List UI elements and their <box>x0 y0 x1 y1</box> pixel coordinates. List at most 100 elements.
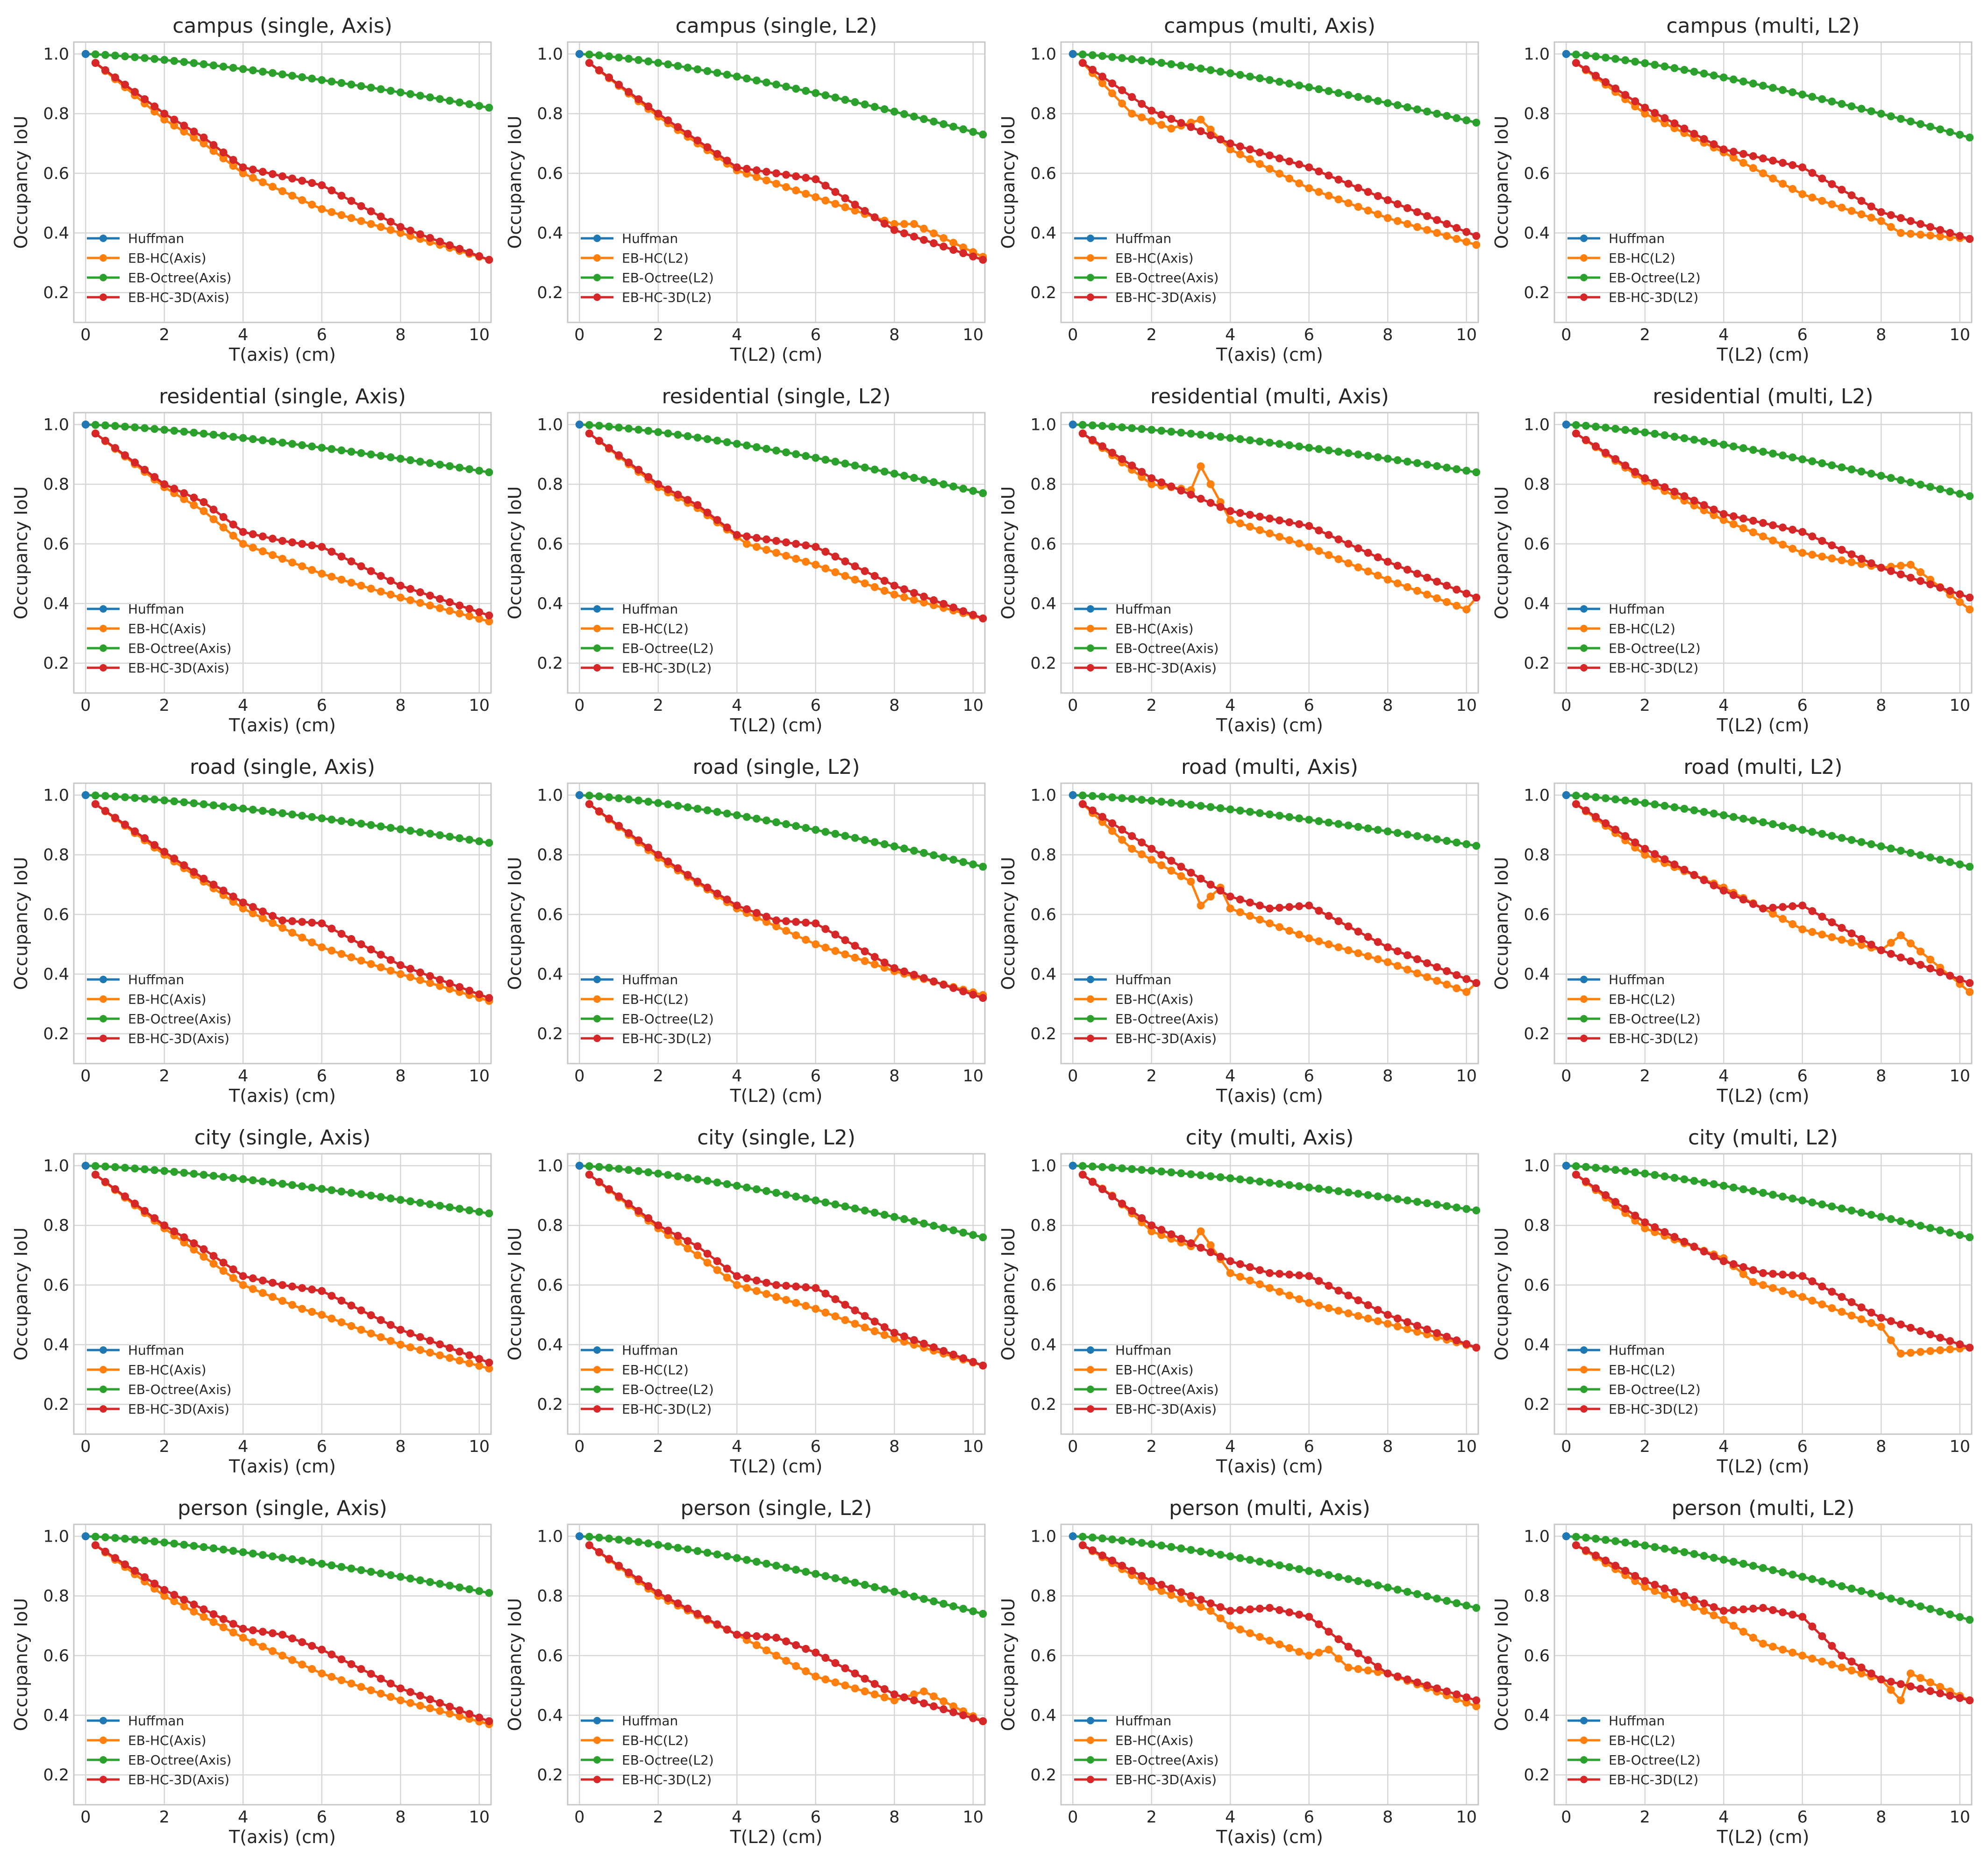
hc-series-point <box>1364 1315 1372 1323</box>
hc-series-point <box>446 985 454 993</box>
hc3d-series-point <box>713 516 721 524</box>
hc3d-series-point <box>1275 1270 1284 1278</box>
octree-series-point <box>1177 1169 1185 1178</box>
octree-series-point <box>1197 430 1205 439</box>
hc3d-series-point <box>1147 1221 1156 1229</box>
hc-series-point <box>1325 551 1333 559</box>
x-tick-label: 8 <box>1876 1067 1886 1086</box>
hc3d-series-point <box>940 1347 948 1355</box>
hc-series-point <box>1187 878 1195 886</box>
hc3d-series-point <box>1838 924 1846 932</box>
hc3d-series-point <box>625 88 633 96</box>
hc3d-series-point <box>308 918 316 927</box>
hc3d-series-point <box>1108 1192 1117 1201</box>
y-tick-label: 0.6 <box>1524 906 1550 924</box>
octree-series-point <box>812 1570 820 1578</box>
hc-series-point <box>347 1679 356 1688</box>
subplot-title: road (multi, L2) <box>1683 755 1842 779</box>
legend-swatch-marker <box>1087 1776 1094 1783</box>
hc3d-series-point <box>1788 902 1797 910</box>
hc-series-point <box>1749 1634 1757 1642</box>
hc3d-series-point <box>1266 1269 1274 1277</box>
x-axis-label: T(axis) (cm) <box>228 344 336 365</box>
octree-series-point <box>1364 824 1372 833</box>
hc-series-point <box>1315 188 1323 196</box>
hc3d-series-point <box>1946 587 1954 595</box>
octree-series-point <box>1443 836 1451 845</box>
x-tick-label: 4 <box>732 1067 742 1086</box>
plot-frame <box>1060 1153 1479 1435</box>
subplot-title: campus (multi, L2) <box>1666 14 1860 38</box>
y-tick-label: 1.0 <box>1524 786 1550 805</box>
octree-series-point <box>919 849 928 857</box>
y-tick-label: 0.8 <box>537 1216 563 1235</box>
x-axis-label: T(axis) (cm) <box>228 1827 336 1847</box>
y-tick-label: 0.8 <box>43 846 69 865</box>
octree-series-point <box>1128 795 1136 803</box>
octree-series-point <box>337 1187 346 1196</box>
octree-series-point <box>949 482 958 491</box>
octree-series-point <box>131 1536 139 1544</box>
hc3d-series-point <box>1078 1541 1087 1550</box>
octree-series-point <box>1383 827 1392 836</box>
x-tick-label: 2 <box>159 696 170 715</box>
hc-series-point <box>1315 937 1323 945</box>
hc-series-point <box>1147 856 1156 864</box>
hc3d-series-point <box>1325 531 1333 539</box>
hc-series-point <box>1808 193 1817 202</box>
hc-series-point <box>446 607 454 615</box>
hc3d-series-point <box>910 1696 918 1705</box>
x-tick-label: 6 <box>1304 1808 1314 1827</box>
octree-series-point <box>693 65 702 73</box>
hc3d-series-point <box>111 1554 119 1562</box>
hc-series-point <box>1641 850 1649 859</box>
legend-swatch-marker <box>1087 1737 1094 1744</box>
octree-series-point <box>1216 1173 1225 1181</box>
hc3d-series-point <box>111 814 119 822</box>
hc3d-series-point <box>605 1555 613 1563</box>
octree-series-point <box>456 98 464 107</box>
hc3d-series-point <box>1916 1685 1924 1693</box>
legend-swatch-marker <box>1580 1776 1588 1783</box>
legend-label: EB-Octree(Axis) <box>128 641 231 656</box>
octree-series-point <box>1857 105 1866 113</box>
hc3d-series-point <box>890 226 898 234</box>
x-tick-label: 0 <box>1068 1067 1078 1086</box>
hc3d-series-point <box>1462 228 1471 236</box>
octree-series-point <box>446 462 454 470</box>
octree-series-point <box>703 1177 712 1185</box>
octree-series-point <box>1098 1534 1106 1543</box>
y-tick-label: 0.4 <box>537 1707 563 1725</box>
hc-series-point <box>386 966 395 975</box>
legend-swatch-marker <box>1087 1346 1094 1354</box>
hc-series-point <box>821 1675 830 1684</box>
legend-label: EB-HC-3D(Axis) <box>1115 290 1217 305</box>
octree-series-point <box>1177 429 1185 437</box>
octree-series-point <box>1808 1198 1817 1207</box>
octree-series-point <box>1374 97 1382 105</box>
hc-series-point <box>1749 528 1757 536</box>
hc-series-point <box>1887 1686 1895 1694</box>
hc3d-series-point <box>949 246 958 254</box>
hc3d-series-point <box>1374 1663 1382 1671</box>
octree-series-point <box>890 470 898 478</box>
hc-series-point <box>1255 160 1264 168</box>
octree-series-point <box>1167 799 1176 807</box>
legend-label: EB-HC-3D(L2) <box>622 290 712 305</box>
hc-series-point <box>940 1697 948 1706</box>
octree-series-point <box>703 806 712 815</box>
octree-series-point <box>357 1566 365 1574</box>
octree-series-point <box>880 1211 889 1219</box>
hc-series-point <box>949 238 958 247</box>
legend-label: EB-Octree(Axis) <box>128 270 231 286</box>
hc3d-series-point <box>969 990 977 999</box>
hc-series-point <box>219 154 228 163</box>
octree-series-point <box>772 80 780 89</box>
octree-series-point <box>1719 441 1728 449</box>
octree-series-point <box>1334 820 1343 828</box>
octree-series-point <box>1896 847 1905 855</box>
octree-series-point <box>1108 53 1117 61</box>
x-tick-label: 0 <box>1561 1067 1571 1086</box>
octree-series-point <box>357 1190 365 1199</box>
